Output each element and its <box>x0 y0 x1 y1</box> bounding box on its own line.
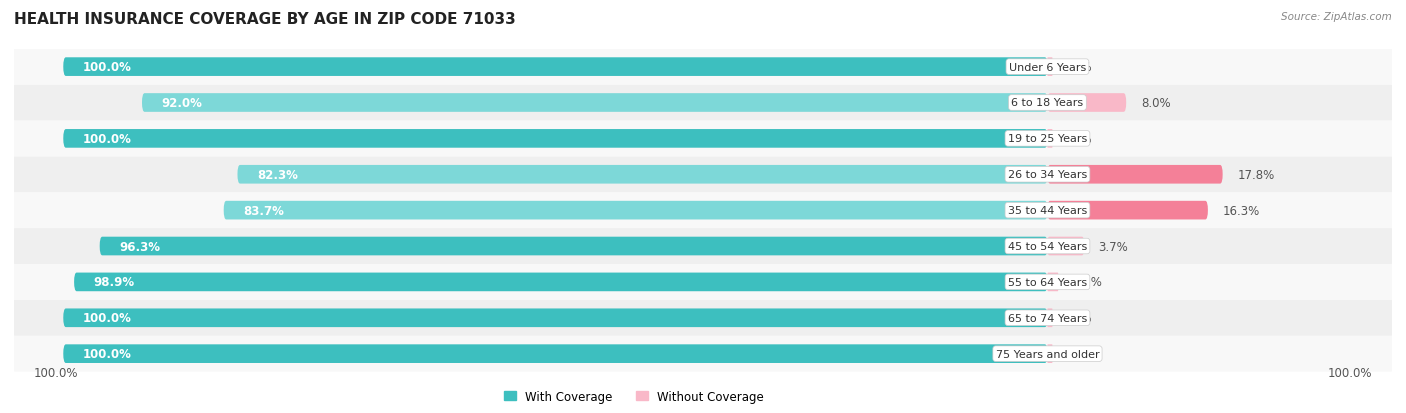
Text: Source: ZipAtlas.com: Source: ZipAtlas.com <box>1281 12 1392 22</box>
Text: 55 to 64 Years: 55 to 64 Years <box>1008 277 1087 287</box>
FancyBboxPatch shape <box>224 201 1047 220</box>
FancyBboxPatch shape <box>14 193 1392 228</box>
Text: 82.3%: 82.3% <box>257 169 298 181</box>
Text: 98.9%: 98.9% <box>94 276 135 289</box>
Text: 65 to 74 Years: 65 to 74 Years <box>1008 313 1087 323</box>
FancyBboxPatch shape <box>1047 94 1126 113</box>
Text: HEALTH INSURANCE COVERAGE BY AGE IN ZIP CODE 71033: HEALTH INSURANCE COVERAGE BY AGE IN ZIP … <box>14 12 516 27</box>
Text: 100.0%: 100.0% <box>83 61 132 74</box>
FancyBboxPatch shape <box>1047 237 1084 256</box>
FancyBboxPatch shape <box>1047 309 1052 328</box>
Legend: With Coverage, Without Coverage: With Coverage, Without Coverage <box>499 385 769 408</box>
Text: 16.3%: 16.3% <box>1223 204 1260 217</box>
FancyBboxPatch shape <box>75 273 1047 292</box>
Text: 100.0%: 100.0% <box>83 133 132 145</box>
Text: 100.0%: 100.0% <box>34 367 79 380</box>
FancyBboxPatch shape <box>63 344 1047 363</box>
Text: 92.0%: 92.0% <box>162 97 202 110</box>
FancyBboxPatch shape <box>1047 130 1052 148</box>
FancyBboxPatch shape <box>14 264 1392 300</box>
Text: 0.0%: 0.0% <box>1063 133 1092 145</box>
Text: 26 to 34 Years: 26 to 34 Years <box>1008 170 1087 180</box>
FancyBboxPatch shape <box>14 85 1392 121</box>
Text: 19 to 25 Years: 19 to 25 Years <box>1008 134 1087 144</box>
Text: 100.0%: 100.0% <box>83 347 132 360</box>
FancyBboxPatch shape <box>238 166 1047 184</box>
Text: 6 to 18 Years: 6 to 18 Years <box>1011 98 1084 108</box>
Text: 0.0%: 0.0% <box>1063 347 1092 360</box>
FancyBboxPatch shape <box>1047 273 1059 292</box>
FancyBboxPatch shape <box>1047 58 1052 77</box>
Text: 100.0%: 100.0% <box>83 311 132 325</box>
Text: 75 Years and older: 75 Years and older <box>995 349 1099 359</box>
FancyBboxPatch shape <box>14 228 1392 264</box>
FancyBboxPatch shape <box>63 130 1047 148</box>
FancyBboxPatch shape <box>1047 166 1223 184</box>
FancyBboxPatch shape <box>14 157 1392 193</box>
FancyBboxPatch shape <box>63 309 1047 328</box>
Text: 96.3%: 96.3% <box>120 240 160 253</box>
Text: 8.0%: 8.0% <box>1142 97 1171 110</box>
Text: 45 to 54 Years: 45 to 54 Years <box>1008 242 1087 252</box>
FancyBboxPatch shape <box>142 94 1047 113</box>
FancyBboxPatch shape <box>14 336 1392 372</box>
Text: 0.0%: 0.0% <box>1063 311 1092 325</box>
FancyBboxPatch shape <box>14 50 1392 85</box>
Text: 83.7%: 83.7% <box>243 204 284 217</box>
Text: 3.7%: 3.7% <box>1098 240 1129 253</box>
FancyBboxPatch shape <box>14 300 1392 336</box>
Text: 1.1%: 1.1% <box>1073 276 1102 289</box>
FancyBboxPatch shape <box>63 58 1047 77</box>
FancyBboxPatch shape <box>14 121 1392 157</box>
Text: 0.0%: 0.0% <box>1063 61 1092 74</box>
Text: 100.0%: 100.0% <box>1327 367 1372 380</box>
Text: Under 6 Years: Under 6 Years <box>1010 62 1085 72</box>
FancyBboxPatch shape <box>1047 344 1052 363</box>
FancyBboxPatch shape <box>1047 201 1208 220</box>
FancyBboxPatch shape <box>100 237 1047 256</box>
Text: 17.8%: 17.8% <box>1237 169 1275 181</box>
Text: 35 to 44 Years: 35 to 44 Years <box>1008 206 1087 216</box>
